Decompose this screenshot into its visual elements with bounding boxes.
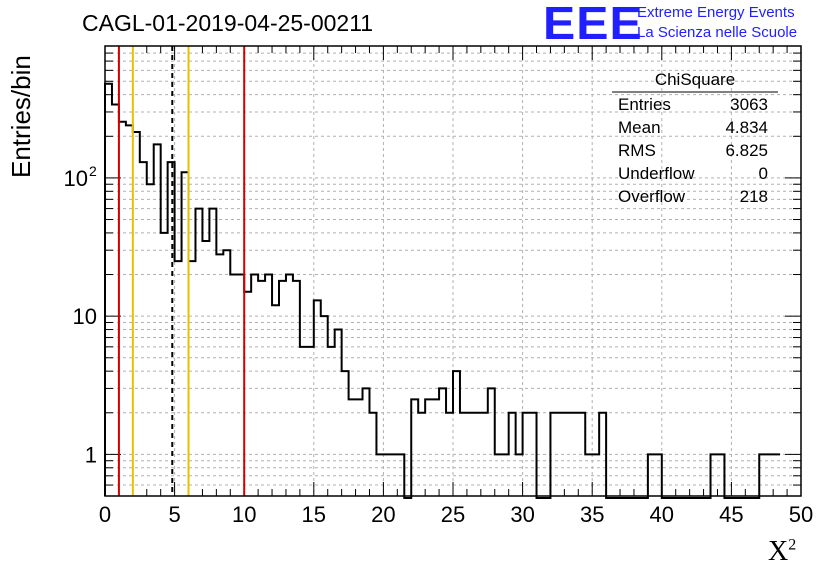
x-axis-label-sup: 2 <box>788 536 797 554</box>
x-tick-label: 40 <box>650 502 674 527</box>
x-tick-label: 35 <box>580 502 604 527</box>
x-tick-label: 5 <box>168 502 180 527</box>
stats-row-value: 218 <box>740 187 768 206</box>
logo-line-1: Extreme Energy Events <box>637 4 795 21</box>
stats-row-value: 3063 <box>730 95 768 114</box>
stats-row-label: RMS <box>618 141 656 160</box>
stats-row-label: Overflow <box>618 187 686 206</box>
y-tick-label: 10 <box>73 304 97 329</box>
x-axis-label-base: X <box>768 536 789 567</box>
stats-row-label: Underflow <box>618 164 695 183</box>
stats-row-label: Entries <box>618 95 671 114</box>
x-axis-label: X2 <box>768 536 796 568</box>
stats-box-title: ChiSquare <box>655 70 735 89</box>
eee-logo: EEE <box>543 0 643 49</box>
x-tick-label: 25 <box>441 502 465 527</box>
logo-line-2: La Scienza nelle Scuole <box>637 24 798 41</box>
x-tick-label: 45 <box>719 502 743 527</box>
y-tick-label: 1 <box>85 442 97 467</box>
stats-row-value: 4.834 <box>725 118 768 137</box>
stats-row-value: 6.825 <box>725 141 768 160</box>
x-tick-label: 30 <box>510 502 534 527</box>
histogram-series <box>104 82 781 499</box>
x-tick-label: 0 <box>99 502 111 527</box>
x-tick-label: 20 <box>371 502 395 527</box>
x-tick-label: 15 <box>302 502 326 527</box>
x-tick-label: 10 <box>232 502 256 527</box>
x-tick-label: 50 <box>789 502 813 527</box>
chart-title: CAGL-01-2019-04-25-00211 <box>82 10 374 36</box>
y-tick-label: 10 <box>64 166 88 191</box>
stats-row-value: 0 <box>759 164 768 183</box>
plot-frame <box>104 45 802 497</box>
y-tick-label-exponent: 2 <box>89 163 97 179</box>
stats-row-label: Mean <box>618 118 661 137</box>
